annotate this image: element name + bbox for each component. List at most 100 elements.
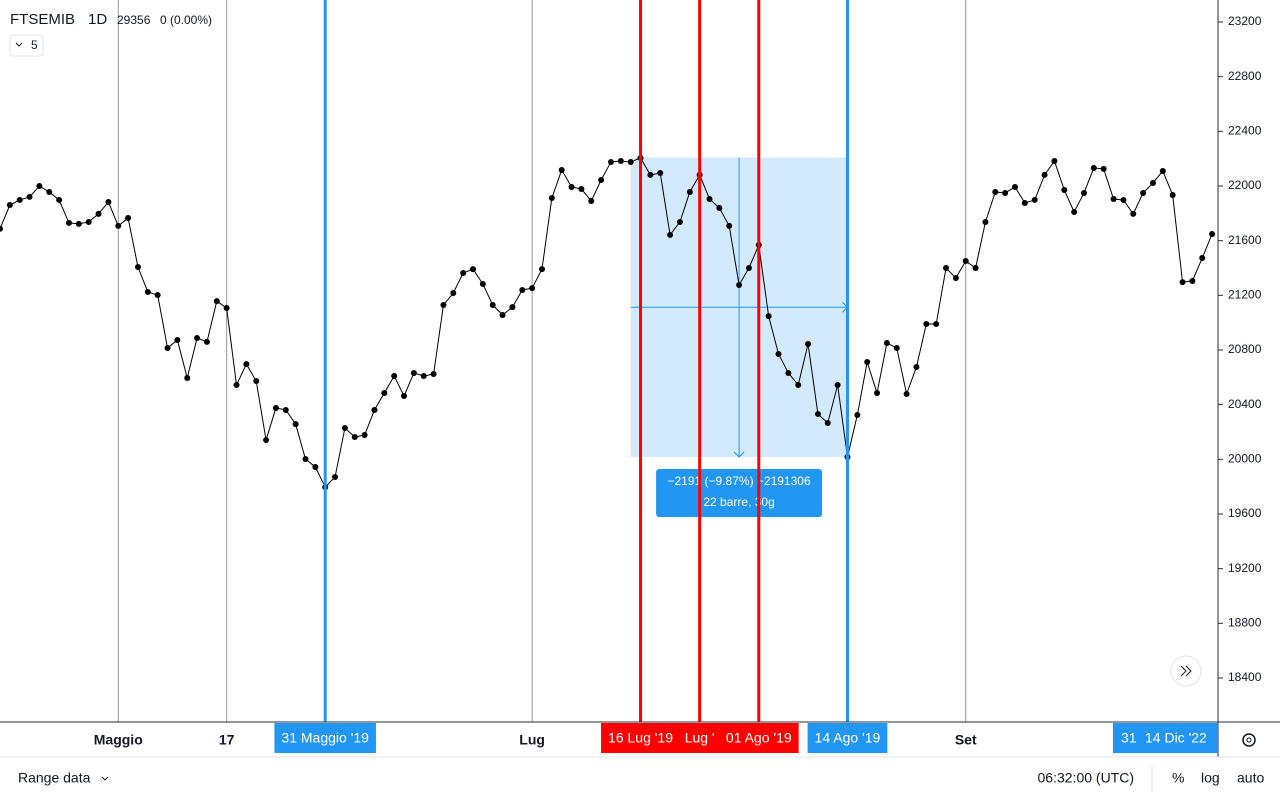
y-tick-label: 21200 [1228,288,1262,302]
price-point [213,298,220,305]
y-tick-label: 23200 [1228,14,1262,28]
right-badge: 31 [1121,730,1137,746]
price-point [75,220,82,227]
price-point [134,264,141,271]
symbol: FTSEMIB [10,11,75,28]
price-point [16,196,23,203]
log-button[interactable]: log [1201,770,1220,786]
price-point [1159,167,1166,174]
price-point [588,198,595,205]
price-point [893,344,900,351]
price-point [952,274,959,281]
y-tick-label: 19200 [1228,561,1262,575]
clock: 06:32:00 (UTC) [1038,770,1134,786]
range-button[interactable]: Range data [18,770,91,786]
price-point [686,189,693,196]
price-point [1169,192,1176,199]
price-point [1120,196,1127,203]
price-point [903,391,910,398]
auto-button[interactable]: auto [1237,770,1264,786]
measure-tooltip [656,469,823,518]
y-tick-label: 22800 [1228,69,1262,83]
badge-label: 31 Maggio '19 [281,730,369,746]
y-tick-label: 19600 [1228,506,1262,520]
price-point [272,404,279,411]
price-point [824,419,831,426]
price-point [558,167,565,174]
y-tick-label: 20800 [1228,342,1262,356]
price-point [1061,186,1068,193]
price-point [1100,165,1107,172]
price-point [292,421,299,428]
price-point [706,195,713,202]
price-point [223,305,230,312]
price-point [1021,199,1028,206]
price-point [1051,157,1058,164]
badge-bg [807,723,888,753]
price-point [785,369,792,376]
price-point [1199,255,1206,262]
badge-label: 01 Ago '19 [726,730,792,746]
price-point [943,264,950,271]
price-point [450,290,457,297]
price-point [154,292,161,299]
time-badge: 01 Ago '19 [718,723,799,753]
price-point [401,393,408,400]
right-badge: 14 Dic '22 [1145,730,1207,746]
indicator-toggle[interactable] [9,34,44,57]
price-point [1031,196,1038,203]
badge-bg [718,723,799,753]
price: 29356 [117,13,151,27]
interval: 1D [88,11,107,28]
price-point [607,158,614,165]
price-point [479,280,486,287]
x-tick-label: Maggio [94,732,143,748]
settings-icon[interactable] [1242,733,1256,747]
y-tick-label: 18800 [1228,615,1262,629]
price-point [243,361,250,368]
measure-label: −2191 (−9.87%) −2191306 [668,474,811,488]
price-point [548,195,555,202]
price-point [144,289,151,296]
price-point [676,218,683,225]
plot: −2191 (−9.87%) −2191306 22 barre, 30g [0,0,1216,722]
price-point [85,218,92,225]
price-point [716,205,723,212]
price-point [341,425,348,432]
price-point [1130,210,1137,217]
price-point [617,157,624,164]
price-point [864,359,871,366]
price-point [972,264,979,271]
x-tick-label: 17 [219,732,235,748]
price-point [627,158,634,165]
price-point [332,473,339,480]
price-point [203,338,210,345]
price-point [420,372,427,379]
price-point [460,270,467,277]
change: 0 (0.00%) [160,13,212,27]
price-point [184,375,191,382]
time-badge: 16 Lug '19 [601,723,681,753]
price-point [834,381,841,388]
price-point [233,381,240,388]
price-point [883,340,890,347]
percent-button[interactable]: % [1172,770,1184,786]
chevron-icon [15,42,23,47]
price-point [381,390,388,397]
price-point [814,410,821,417]
price-point [1012,183,1018,190]
price-point [1179,279,1186,286]
price-point [1071,208,1078,215]
price-point [598,176,605,183]
price-point [253,378,260,385]
price-point [95,210,102,217]
price-point [992,189,999,196]
badge-label: 16 Lug '19 [608,730,673,746]
price-point [56,196,63,203]
price-point [6,201,13,208]
price-point [430,371,437,378]
price-point [874,390,881,397]
price-point [795,381,802,388]
gear-hub [1246,737,1252,743]
gear [1242,733,1256,747]
